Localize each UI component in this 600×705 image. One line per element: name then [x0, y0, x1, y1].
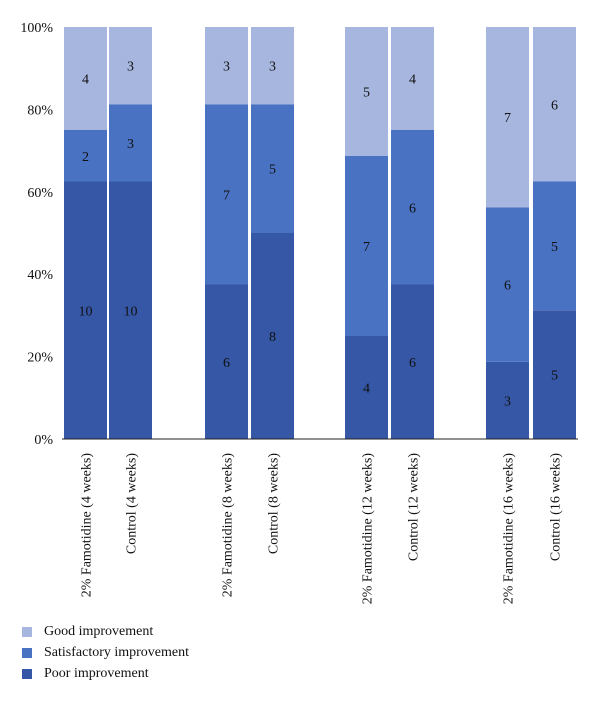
- x-tick-label: Control (4 weeks): [125, 453, 140, 554]
- data-label: 3: [127, 60, 134, 75]
- bar-segment: [205, 27, 248, 105]
- data-label: 7: [363, 240, 370, 255]
- bar-segment: [486, 207, 529, 362]
- legend-label-poor: Poor improvement: [44, 666, 149, 681]
- data-label: 10: [79, 304, 93, 319]
- x-tick-label: Control (12 weeks): [407, 453, 422, 561]
- data-label: 5: [551, 240, 558, 255]
- data-label: 5: [363, 85, 370, 100]
- legend-label-good: Good improvement: [44, 624, 154, 639]
- data-label: 6: [551, 98, 558, 113]
- legend-swatch-satisfactory: [22, 647, 32, 658]
- data-label: 3: [504, 394, 511, 409]
- y-tick-label: 20%: [27, 351, 53, 366]
- bar-segment: [64, 181, 107, 439]
- data-label: 5: [551, 369, 558, 384]
- data-label: 4: [409, 73, 416, 88]
- bar-segment: [533, 27, 576, 182]
- legend-swatch-good: [22, 626, 32, 637]
- legend-swatch-poor: [22, 668, 32, 679]
- bar-segment: [205, 284, 248, 439]
- x-axis-labels: 2% Famotidine (4 weeks) Control (4 weeks)…: [80, 453, 564, 605]
- bar-segment: [109, 181, 152, 439]
- bar-segment: [486, 27, 529, 208]
- bar-segment: [345, 27, 388, 156]
- y-tick-label: 40%: [27, 268, 53, 283]
- bar-segment: [251, 27, 294, 105]
- y-axis-ticks: 0% 20% 40% 60% 80% 100%: [20, 21, 53, 448]
- bar-segment: [391, 284, 434, 439]
- data-labels: 10 2 4 10 3 3 6 7 3 8 5 3 4 7 5 6 6 4 3 6 7 5 5 6: [79, 60, 559, 410]
- y-tick-label: 60%: [27, 186, 53, 201]
- x-tick-label: Control (16 weeks): [549, 453, 564, 561]
- data-label: 7: [504, 111, 511, 126]
- bar-segment: [64, 27, 107, 130]
- data-label: 6: [504, 279, 511, 294]
- data-label: 6: [409, 201, 416, 216]
- data-label: 5: [269, 163, 276, 178]
- x-tick-label: 2% Famotidine (8 weeks): [221, 453, 236, 598]
- x-tick-label: Control (8 weeks): [267, 453, 282, 554]
- legend-item-satisfactory: Satisfactory improvement: [22, 642, 282, 663]
- bar-segment: [391, 130, 434, 285]
- data-label: 4: [363, 382, 370, 397]
- bar-segment: [486, 361, 529, 439]
- y-tick-label: 0%: [34, 433, 53, 448]
- data-label: 10: [124, 304, 138, 319]
- bar-segment: [109, 27, 152, 105]
- data-label: 3: [223, 60, 230, 75]
- bar-segment: [251, 233, 294, 439]
- data-label: 3: [269, 60, 276, 75]
- x-tick-label: 2% Famotidine (16 weeks): [502, 453, 517, 605]
- bar-segment: [251, 104, 294, 233]
- data-label: 3: [127, 137, 134, 152]
- legend-label-satisfactory: Satisfactory improvement: [44, 645, 190, 660]
- data-label: 6: [409, 356, 416, 371]
- data-label: 2: [82, 150, 89, 165]
- bar-segment: [533, 310, 576, 439]
- x-tick-label: 2% Famotidine (4 weeks): [80, 453, 95, 598]
- bar-segment: [391, 27, 434, 130]
- data-label: 7: [223, 188, 230, 203]
- legend: Good improvement Satisfactory improvemen…: [22, 621, 282, 684]
- data-label: 6: [223, 356, 230, 371]
- bar-stacks: [64, 27, 576, 439]
- bar-segment: [109, 104, 152, 182]
- y-tick-label: 100%: [20, 21, 53, 36]
- x-tick-label: 2% Famotidine (12 weeks): [361, 453, 376, 605]
- legend-item-good: Good improvement: [22, 621, 282, 642]
- bar-segment: [533, 181, 576, 311]
- y-tick-label: 80%: [27, 103, 53, 118]
- bar-segment: [345, 155, 388, 336]
- bar-segment: [64, 130, 107, 182]
- data-label: 8: [269, 330, 276, 345]
- bar-segment: [205, 104, 248, 285]
- data-label: 4: [82, 73, 89, 88]
- bar-segment: [345, 336, 388, 439]
- legend-item-poor: Poor improvement: [22, 663, 282, 684]
